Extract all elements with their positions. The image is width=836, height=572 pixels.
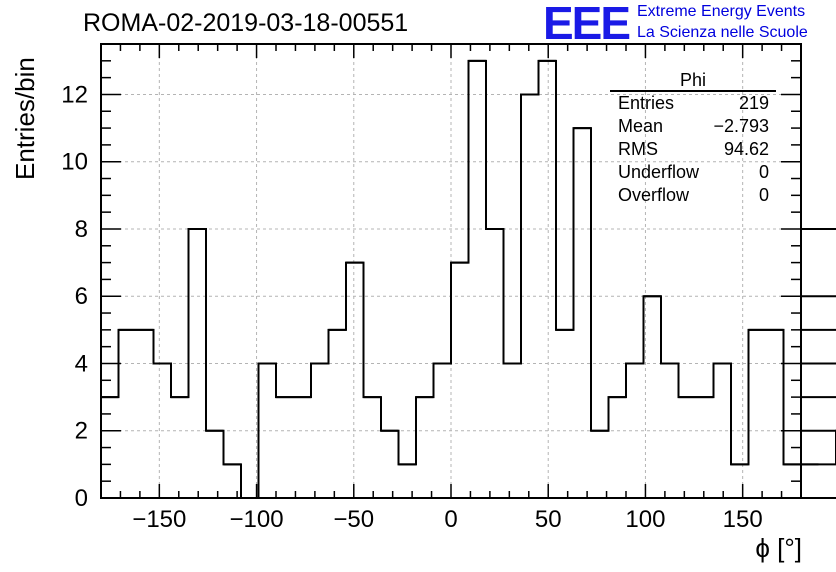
axis-ticks xyxy=(100,43,802,499)
stats-row-mean: Mean −2.793 xyxy=(610,115,776,138)
stats-value: 94.62 xyxy=(723,139,769,159)
run-title: ROMA-02-2019-03-18-00551 xyxy=(83,9,409,37)
y-tick-label: 6 xyxy=(75,283,88,310)
y-tick-label: 8 xyxy=(75,216,88,243)
grid-lines xyxy=(101,44,801,498)
stats-label: Mean xyxy=(618,116,664,136)
stats-value: −2.793 xyxy=(713,116,769,136)
x-tick-label: 150 xyxy=(723,506,763,533)
x-tick-label: 0 xyxy=(444,506,457,533)
stats-row-entries: Entries 219 xyxy=(610,92,776,115)
eee-logo: EEE xyxy=(543,0,631,49)
stats-row-underflow: Underflow 0 xyxy=(610,161,776,184)
y-tick-label: 4 xyxy=(75,350,88,377)
stats-value: 219 xyxy=(738,93,769,113)
y-tick-label: 12 xyxy=(61,81,88,108)
stats-label: Overflow xyxy=(618,185,690,205)
stats-label: Underflow xyxy=(618,162,700,182)
y-tick-label: 10 xyxy=(61,149,88,176)
stats-title: Phi xyxy=(610,70,776,92)
x-tick-label: 100 xyxy=(625,506,665,533)
stats-value: 0 xyxy=(758,185,769,205)
x-tick-label: −100 xyxy=(230,506,284,533)
stats-box: Phi Entries 219 Mean −2.793 RMS 94.62 Un… xyxy=(610,70,776,207)
x-axis-label: ϕ [°] xyxy=(755,533,802,563)
x-tick-label: 50 xyxy=(535,506,562,533)
stats-label: RMS xyxy=(618,139,658,159)
x-tick-label: −50 xyxy=(333,506,374,533)
x-tick-label: −150 xyxy=(132,506,186,533)
brand-line-2: La Scienza nelle Scuole xyxy=(637,24,808,41)
plot-frame xyxy=(100,43,802,499)
stats-row-rms: RMS 94.62 xyxy=(610,138,776,161)
stats-value: 0 xyxy=(758,162,769,182)
y-tick-label: 0 xyxy=(75,485,88,512)
histogram-bars xyxy=(100,59,836,499)
y-axis-label: Entries/bin xyxy=(10,57,40,180)
brand-line-1: Extreme Energy Events xyxy=(637,3,806,20)
stats-label: Entries xyxy=(618,93,675,113)
stats-row-overflow: Overflow 0 xyxy=(610,184,776,207)
axis-tick-labels: −150 −100 −50 0 50 100 150 0 2 4 6 8 10 12 xyxy=(61,81,762,533)
y-tick-label: 2 xyxy=(75,418,88,445)
